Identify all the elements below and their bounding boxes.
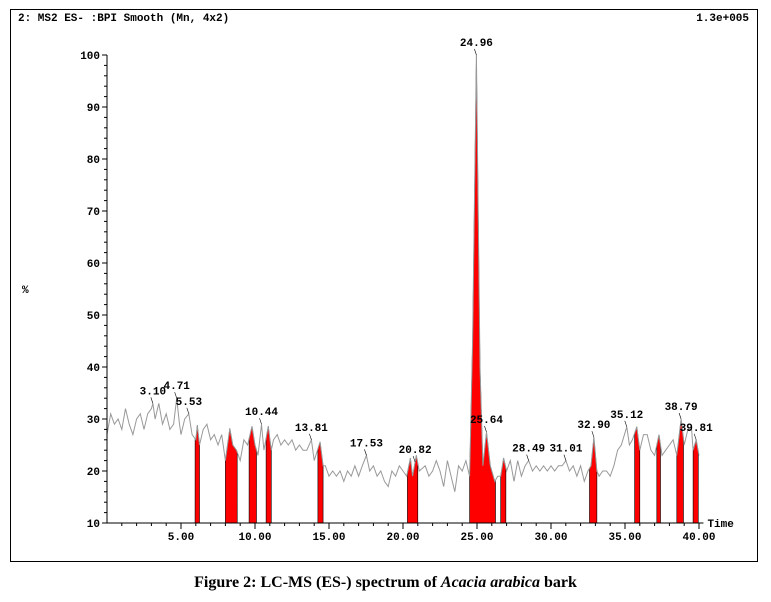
x-axis-label: Time <box>707 519 734 531</box>
x-tick-label: 30.00 <box>534 532 567 544</box>
caption-species: Acacia arabica <box>440 574 540 591</box>
filled-peak <box>225 428 238 524</box>
filled-peak <box>317 441 324 524</box>
x-tick-label: 20.00 <box>386 532 419 544</box>
peak-label-leader <box>624 420 628 427</box>
peak-label-leader <box>186 407 190 414</box>
peak-label-leader <box>693 433 697 440</box>
peak-label-leader <box>150 397 154 404</box>
peak-label: 28.49 <box>512 444 545 456</box>
intensity-scale: 1.3e+005 <box>696 13 749 25</box>
caption-suffix: bark <box>539 574 577 591</box>
peak-label: 31.01 <box>549 444 582 456</box>
peak-label-leader <box>591 431 595 438</box>
peak-label: 20.82 <box>399 445 432 457</box>
x-tick-label: 5.00 <box>168 532 194 544</box>
peak-label: 4.71 <box>164 381 191 393</box>
peak-label: 3.10 <box>140 386 166 398</box>
peak-label-leader <box>526 454 529 461</box>
filled-peak <box>656 434 661 524</box>
y-tick-label: 40 <box>87 363 100 375</box>
peak-label: 35.12 <box>610 410 643 422</box>
caption-prefix: Figure 2: LC-MS (ES-) spectrum of <box>194 574 441 591</box>
y-tick-label: 70 <box>87 207 100 219</box>
peak-label: 13.81 <box>295 423 328 435</box>
peak-label-leader <box>364 449 367 456</box>
peak-label-leader <box>309 433 312 440</box>
peak-label-leader <box>412 455 416 463</box>
peak-label: 25.64 <box>470 415 503 427</box>
y-tick-label: 30 <box>87 415 100 427</box>
figure-caption: Figure 2: LC-MS (ES-) spectrum of Acacia… <box>0 574 771 592</box>
y-axis-label: % <box>22 285 29 297</box>
filled-peak <box>589 437 598 524</box>
peak-label-leader <box>474 48 477 56</box>
x-tick-label: 25.00 <box>460 532 493 544</box>
chart-frame <box>10 9 758 562</box>
x-tick-label: 40.00 <box>682 532 715 544</box>
filled-peak <box>692 439 699 524</box>
peak-label-leader <box>259 418 262 425</box>
peak-label-leader <box>174 392 177 399</box>
y-tick-label: 60 <box>87 259 100 271</box>
y-tick-label: 50 <box>87 311 100 323</box>
filled-peak <box>248 426 257 524</box>
chromatogram-chart: 10 20 30 40 50 60 70 80 90 100 5.00 10.00 15.00 20.00… <box>22 38 734 544</box>
y-tick-label: 80 <box>87 155 100 167</box>
y-tick-label: 90 <box>87 103 100 115</box>
peak-label: 24.96 <box>460 38 493 50</box>
x-tick-label: 10.00 <box>238 532 271 544</box>
trace-line <box>106 54 700 492</box>
peak-label-leader <box>678 412 682 420</box>
y-tick-label: 10 <box>87 519 100 531</box>
peak-label-leader <box>563 454 567 461</box>
peak-label: 17.53 <box>350 438 383 450</box>
peak-label: 38.79 <box>665 402 698 414</box>
x-tick-label: 35.00 <box>608 532 641 544</box>
y-tick-label: 100 <box>80 51 100 63</box>
x-tick-label: 15.00 <box>312 532 345 544</box>
peak-label: 32.90 <box>577 420 610 432</box>
peak-label: 10.44 <box>245 407 278 419</box>
peak-label: 39.81 <box>680 423 713 435</box>
filled-peak <box>500 457 507 524</box>
peak-label-leader <box>484 425 487 433</box>
peak-label: 5.53 <box>176 397 203 409</box>
chart-title: 2: MS2 ES- :BPI Smooth (Mn, 4x2) <box>18 13 230 25</box>
y-tick-label: 20 <box>87 467 100 479</box>
